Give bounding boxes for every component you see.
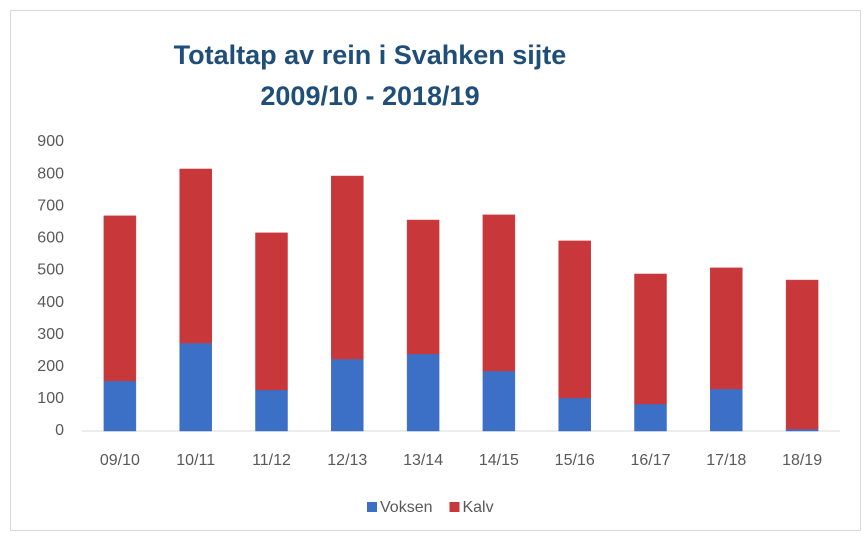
x-tick-label: 18/19 [782,452,822,469]
x-tick-label: 16/17 [630,452,670,469]
bar-segment [331,358,364,432]
y-tick-label: 900 [37,133,64,150]
legend-label: Voksen [380,499,432,516]
bar-segment [710,267,743,390]
chart-subtitle: 2009/10 - 2018/19 [260,81,479,111]
y-tick-label: 500 [37,262,64,279]
bar-segment [634,273,667,405]
bar-segment [710,388,743,432]
bar-segment [558,397,591,432]
x-tick-label: 11/12 [252,452,291,469]
bar-segment [406,353,440,432]
chart-title: Totaltap av rein i Svahken sijte [174,40,567,70]
legend-swatch [449,502,460,512]
bar-segment [103,215,137,382]
bar-segment [331,175,364,360]
bar-segment [634,403,667,432]
y-tick-label: 0 [55,422,64,439]
bar-segment [785,428,819,432]
x-tick-label: 14/15 [479,452,519,469]
bar-segment [179,168,212,344]
x-tick-label: 17/18 [706,452,746,469]
y-tick-label: 800 [37,165,64,182]
legend-swatch [367,502,377,512]
y-tick-label: 100 [37,390,64,407]
bar-segment [255,389,288,432]
y-tick-label: 300 [37,326,64,343]
bar-segment [482,214,516,372]
x-tick-label: 09/10 [100,452,140,469]
y-tick-label: 400 [37,294,64,311]
bar-segment [103,380,137,432]
bar-segment [179,342,212,432]
bar-segment [558,240,591,399]
legend-label: Kalv [462,499,493,516]
x-tick-label: 13/14 [403,452,443,469]
x-tick-label: 12/13 [327,452,367,469]
bar-segment [785,279,819,430]
x-tick-label: 10/11 [176,452,215,469]
bar-segment [406,219,440,355]
bar-segment [482,370,516,432]
x-tick-label: 15/16 [555,452,595,469]
y-tick-label: 600 [37,230,64,247]
y-tick-label: 200 [37,358,64,375]
y-tick-label: 700 [37,197,64,214]
bar-segment [255,232,288,391]
